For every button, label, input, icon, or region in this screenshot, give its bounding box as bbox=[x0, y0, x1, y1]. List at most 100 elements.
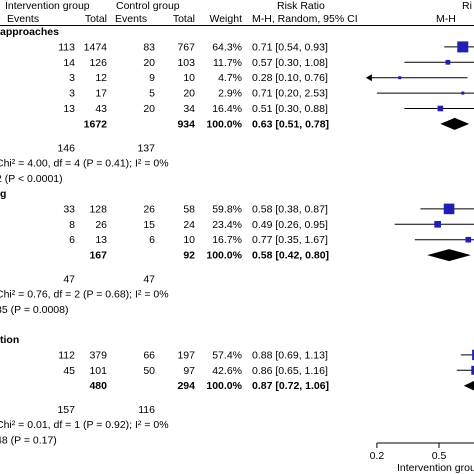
subgroup-control-total: 934 bbox=[177, 118, 195, 130]
study-risk-ratio-ci: 0.57 [0.30, 1.08] bbox=[252, 57, 328, 69]
study-weight: 16.4% bbox=[212, 103, 242, 115]
x-tick-label-0-5: 0.5 bbox=[432, 450, 447, 462]
subgroup-title: g bbox=[0, 188, 6, 200]
header-method: M-H, Random, 95% CI bbox=[252, 13, 358, 25]
study-weight: 57.4% bbox=[212, 349, 242, 361]
study-marker bbox=[445, 59, 451, 65]
study-control-total: 767 bbox=[177, 41, 195, 53]
study-risk-ratio-ci: 0.71 [0.20, 2.53] bbox=[252, 88, 328, 100]
study-intervention-events: 14 bbox=[63, 57, 75, 69]
study-control-total: 34 bbox=[183, 103, 195, 115]
study-risk-ratio-ci: 0.77 [0.35, 1.67] bbox=[252, 234, 328, 246]
study-control-events: 50 bbox=[143, 365, 155, 377]
header-col-events-2: Events bbox=[115, 13, 147, 25]
study-intervention-total: 43 bbox=[95, 103, 107, 115]
study-weight: 11.7% bbox=[213, 57, 242, 69]
x-axis-label-left: Intervention group bbox=[397, 462, 474, 474]
study-intervention-total: 17 bbox=[95, 88, 107, 100]
study-weight: 23.4% bbox=[212, 219, 242, 231]
study-control-events: 83 bbox=[143, 41, 155, 53]
study-intervention-events: 8 bbox=[69, 219, 75, 231]
study-marker bbox=[457, 41, 469, 53]
study-weight: 4.7% bbox=[218, 72, 242, 84]
subgroup-control-events: 47 bbox=[143, 273, 155, 285]
study-risk-ratio-ci: 0.58 [0.38, 0.87] bbox=[252, 203, 328, 215]
subgroup-diamond bbox=[463, 380, 474, 391]
study-marker bbox=[472, 349, 474, 361]
subgroup-overall-effect: 2 (P < 0.0001) bbox=[0, 173, 63, 185]
study-marker bbox=[465, 236, 472, 243]
study-intervention-events: 45 bbox=[63, 365, 75, 377]
subgroup-weight-total: 100.0% bbox=[206, 118, 242, 130]
subgroup-risk-ratio-ci: 0.58 [0.42, 0.80] bbox=[252, 250, 329, 262]
study-control-events: 66 bbox=[143, 349, 155, 361]
study-intervention-events: 3 bbox=[69, 72, 75, 84]
study-control-total: 58 bbox=[183, 203, 195, 215]
study-control-total: 20 bbox=[183, 88, 195, 100]
study-intervention-total: 101 bbox=[89, 365, 107, 377]
subgroup-control-total: 92 bbox=[183, 250, 195, 262]
study-intervention-total: 1474 bbox=[84, 41, 108, 53]
study-weight: 59.8% bbox=[212, 203, 242, 215]
study-marker bbox=[434, 220, 441, 228]
study-risk-ratio-ci: 0.86 [0.65, 1.16] bbox=[252, 365, 328, 377]
subgroup-risk-ratio-ci: 0.87 [0.72, 1.06] bbox=[252, 380, 329, 392]
study-intervention-events: 113 bbox=[58, 41, 75, 53]
subgroup-diamond bbox=[440, 117, 470, 130]
subgroup-heterogeneity: Chi² = 0.01, df = 1 (P = 0.92); I² = 0% bbox=[0, 419, 169, 431]
study-marker bbox=[443, 203, 455, 215]
study-intervention-events: 6 bbox=[69, 234, 75, 246]
study-intervention-total: 26 bbox=[95, 219, 107, 231]
study-control-events: 9 bbox=[149, 72, 155, 84]
study-control-events: 6 bbox=[149, 234, 155, 246]
subgroup-control-total: 294 bbox=[177, 380, 195, 392]
study-weight: 16.7% bbox=[212, 234, 242, 246]
study-control-total: 97 bbox=[183, 365, 195, 377]
subgroup-intervention-events: 157 bbox=[57, 404, 75, 416]
study-control-total: 24 bbox=[183, 219, 195, 231]
header-col-weight: Weight bbox=[210, 13, 243, 25]
study-control-events: 5 bbox=[149, 88, 155, 100]
subgroup-control-events: 116 bbox=[138, 404, 155, 416]
study-weight: 64.3% bbox=[212, 41, 242, 53]
x-axis: 0.2 0.5 1 Intervention group bbox=[370, 442, 474, 474]
header-risk-ratio: Risk Ratio bbox=[277, 0, 325, 12]
header-col-events-1: Events bbox=[7, 13, 39, 25]
study-control-events: 15 bbox=[143, 219, 155, 231]
study-control-total: 10 bbox=[183, 234, 195, 246]
study-intervention-total: 12 bbox=[95, 72, 107, 84]
subgroup-intervention-total: 1672 bbox=[84, 118, 108, 130]
study-control-total: 197 bbox=[177, 349, 195, 361]
study-intervention-total: 128 bbox=[89, 203, 107, 215]
subgroup-control-events: 137 bbox=[137, 142, 155, 154]
study-marker bbox=[461, 91, 465, 95]
study-risk-ratio-ci: 0.28 [0.10, 0.76] bbox=[252, 72, 328, 84]
subgroup-overall-effect: 35 (P = 0.0008) bbox=[0, 304, 69, 316]
study-intervention-total: 13 bbox=[95, 234, 107, 246]
header-col-total-1: Total bbox=[85, 13, 107, 25]
study-intervention-events: 3 bbox=[69, 88, 75, 100]
subgroup-title: approaches bbox=[0, 26, 59, 38]
study-control-events: 20 bbox=[143, 57, 155, 69]
subgroup-title: tion bbox=[0, 334, 19, 346]
study-marker bbox=[437, 105, 444, 112]
study-risk-ratio-ci: 0.51 [0.30, 0.88] bbox=[252, 103, 328, 115]
study-marker bbox=[398, 76, 402, 80]
study-control-total: 103 bbox=[177, 57, 195, 69]
header-method-right: M-H bbox=[436, 13, 456, 25]
subgroup-intervention-total: 167 bbox=[89, 250, 107, 262]
subgroup-intervention-events: 47 bbox=[63, 273, 75, 285]
study-intervention-total: 126 bbox=[89, 57, 107, 69]
subgroup-heterogeneity: Chi² = 0.76, df = 2 (P = 0.68); I² = 0% bbox=[0, 289, 169, 301]
subgroup-heterogeneity: Chi² = 4.00, df = 4 (P = 0.41); I² = 0% bbox=[0, 157, 169, 169]
study-marker bbox=[471, 365, 474, 375]
study-intervention-total: 379 bbox=[89, 349, 107, 361]
header-col-total-2: Total bbox=[173, 13, 195, 25]
study-weight: 42.6% bbox=[212, 365, 242, 377]
study-risk-ratio-ci: 0.49 [0.26, 0.95] bbox=[252, 219, 328, 231]
header-intervention-group: Intervention group bbox=[5, 0, 90, 12]
study-intervention-events: 112 bbox=[58, 349, 75, 361]
study-control-events: 20 bbox=[143, 103, 155, 115]
header-control-group: Control group bbox=[116, 0, 180, 12]
